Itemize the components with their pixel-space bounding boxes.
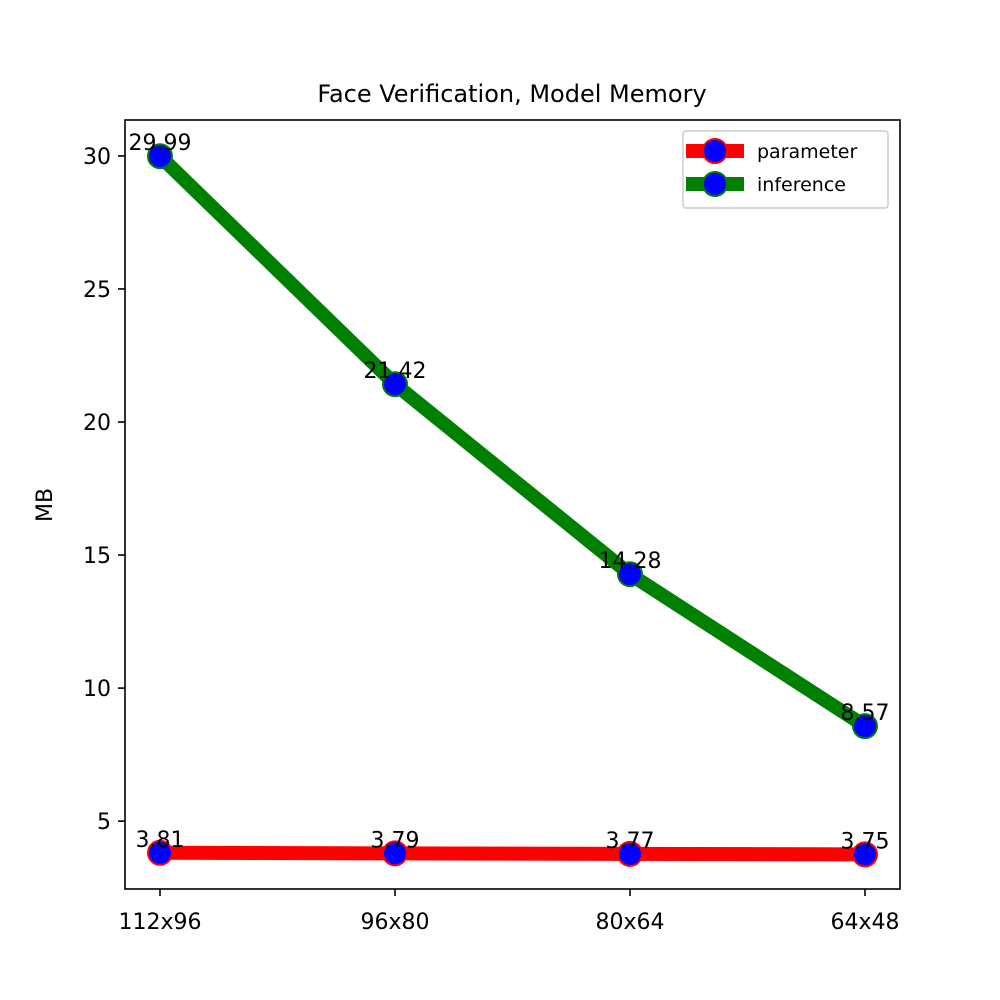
data-label: 8.57 [841, 701, 890, 726]
y-tick-label: 10 [83, 677, 111, 702]
legend-item-inference: inference [686, 171, 846, 197]
x-tick-label: 64x48 [830, 910, 899, 935]
legend-marker [702, 138, 728, 164]
series-inference: 29.99 21.42 14.28 8.57 [129, 131, 890, 740]
chart-title: Face Verification, Model Memory [317, 80, 706, 108]
x-tick-label: 80x64 [595, 910, 664, 935]
data-label: 3.81 [136, 828, 185, 853]
data-label: 3.77 [606, 829, 655, 854]
data-label: 21.42 [364, 359, 427, 384]
y-tick-label: 25 [83, 278, 111, 303]
legend: parameter inference [682, 130, 889, 209]
x-axis: 112x96 96x80 80x64 64x48 [118, 889, 900, 935]
data-point [852, 713, 878, 740]
data-point [617, 561, 643, 588]
series-parameter: 3.81 3.79 3.77 3.75 [136, 828, 890, 868]
series-layer: 3.81 3.79 3.77 3.75 29.99 21.42 14.28 8.57 [129, 131, 890, 868]
y-axis: 5 10 15 20 25 30 [83, 145, 125, 835]
data-point [382, 840, 408, 867]
x-tick-label: 112x96 [118, 910, 201, 935]
data-point [382, 371, 408, 398]
data-label: 29.99 [129, 131, 192, 156]
plot-frame [124, 119, 901, 890]
legend-item-parameter: parameter [686, 138, 857, 164]
x-tick-label: 96x80 [360, 910, 429, 935]
data-point [147, 143, 173, 170]
y-tick-label: 5 [97, 810, 111, 835]
legend-marker [702, 171, 728, 197]
y-tick-label: 20 [83, 411, 111, 436]
y-tick-label: 15 [83, 544, 111, 569]
data-point [617, 840, 643, 867]
legend-label: parameter [757, 141, 857, 163]
series-line [159, 845, 866, 862]
data-point [147, 839, 173, 866]
data-label: 3.79 [371, 828, 420, 853]
data-point [852, 841, 878, 868]
y-tick-label: 30 [83, 145, 111, 170]
data-label: 3.75 [841, 829, 890, 854]
legend-label: inference [757, 174, 846, 196]
data-label: 14.28 [599, 549, 662, 574]
y-axis-label: MB [33, 488, 58, 522]
series-line [155, 151, 869, 733]
